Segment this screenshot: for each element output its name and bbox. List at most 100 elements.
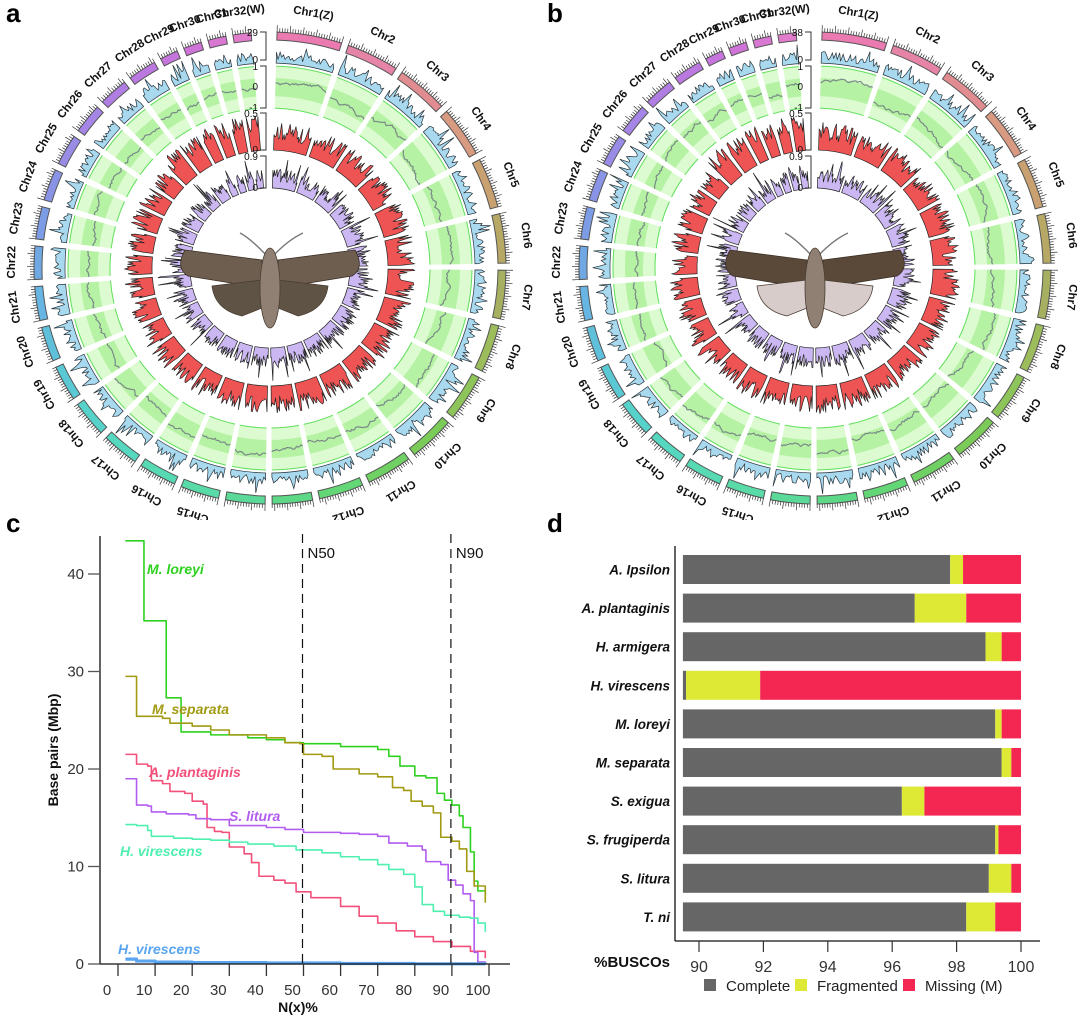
gc-skew-border [139, 158, 154, 176]
gc-skew-border [684, 360, 701, 381]
repeat-density-track [818, 122, 859, 157]
repeat-density-track [920, 296, 956, 331]
chromosome-band [602, 135, 627, 168]
chromosome-ticks [348, 38, 401, 69]
chromosome-ticks [103, 437, 136, 468]
bar-complete [682, 670, 687, 700]
chromosome-band [271, 491, 314, 505]
gc-skew-line [820, 78, 873, 88]
series-label-m-loreyi: M. loreyi [147, 561, 205, 577]
bar-missing [760, 670, 1021, 700]
gc-skew-band-inner [726, 93, 748, 116]
repeat-density-track [142, 317, 173, 348]
gc-skew-border [466, 269, 473, 312]
chromosome-ticks [72, 104, 98, 131]
gc-skew-border [816, 424, 845, 429]
repeat-density-track [245, 383, 268, 413]
chromosome-band [1037, 269, 1052, 320]
chromosome-ticks [1027, 325, 1051, 374]
gc-skew-line [641, 191, 649, 217]
chromosome-band [365, 451, 410, 483]
gene-density-track [312, 456, 355, 484]
gc-content-track [859, 184, 896, 214]
category-label: M. loreyi [615, 717, 670, 732]
gc-skew-band-inner [851, 426, 890, 454]
gc-skew-border [772, 110, 786, 115]
gene-density-track [64, 178, 85, 210]
gc-skew-band-inner [166, 411, 201, 442]
chromosome-label: Chr27 [627, 60, 659, 91]
chromosome-band [345, 44, 397, 76]
gc-skew-line [85, 250, 91, 278]
gc-skew-band-inner [86, 311, 112, 343]
gc-skew-border [110, 280, 115, 304]
chromosome-band [621, 399, 653, 434]
repeat-density-track [270, 383, 295, 413]
gc-content-track [331, 304, 357, 330]
gene-density-track [453, 317, 482, 363]
chromosome-ticks [97, 78, 125, 103]
bar-missing [1011, 863, 1021, 893]
repeat-density-track [374, 204, 410, 238]
x-tick-label: 70 [358, 982, 375, 999]
chromosome-ticks [368, 458, 414, 486]
gc-skew-border [816, 466, 852, 471]
chromosome-band [862, 477, 909, 500]
chromosome-band [396, 71, 443, 113]
chromosome-ticks [401, 66, 448, 107]
bar-missing [924, 786, 1021, 816]
y-tick-label: 10 [67, 859, 84, 876]
gene-density-track [189, 457, 226, 482]
gc-skew-border [934, 161, 956, 191]
gc-skew-border [848, 414, 879, 425]
chromosome-label: Chr8 [502, 342, 522, 371]
gc-skew-border [965, 133, 992, 171]
gc-content-scale-bracket [260, 155, 267, 189]
gc-skew-border [741, 74, 757, 81]
chromosome-ticks [723, 486, 764, 506]
gc-skew-band-inner [422, 180, 454, 224]
gc-skew-border [124, 335, 138, 357]
gc-skew-line [946, 150, 974, 181]
chromosome-band [1036, 213, 1052, 264]
chromosome-label: Chr32(W) [213, 3, 265, 21]
gc-skew-line [345, 416, 379, 433]
repeat-density-track [375, 296, 412, 331]
gc-skew-scale-min: -1 [794, 103, 803, 114]
gene-density-track [655, 98, 690, 125]
gc-content-track [286, 341, 311, 372]
chromosome-ticks [51, 133, 75, 164]
gc-skew-band-inner [702, 102, 731, 130]
gc-content-track [752, 172, 777, 205]
bar-missing [1001, 632, 1021, 662]
gc-skew-line [990, 269, 996, 308]
repeat-density-track [357, 176, 392, 212]
gc-skew-border [104, 384, 126, 410]
chromosome-label: Chr10 [431, 440, 463, 471]
chromosome-band [474, 323, 500, 372]
gc-skew-border [411, 194, 426, 227]
gc-skew-band-inner [679, 118, 709, 147]
gc-skew-band-inner [625, 281, 648, 311]
gc-skew-border [114, 308, 124, 332]
repeat-density-track [853, 136, 893, 169]
gc-skew-border [970, 231, 976, 265]
moth-antenna-left-icon [239, 232, 268, 257]
gc-content-track [157, 273, 193, 288]
gene-density-track [604, 319, 627, 351]
chromosome-label: Chr11 [383, 477, 417, 504]
gc-skew-line [638, 313, 647, 341]
chromosome-band [578, 245, 589, 281]
chromosome-band [685, 458, 724, 485]
chromosome-band [579, 285, 594, 322]
gc-skew-border [174, 128, 192, 140]
repeat-density-track [678, 297, 707, 323]
panel-letter-b: b [547, 0, 563, 28]
gc-skew-band-inner [115, 367, 147, 401]
x-tick-label: 30 [210, 982, 227, 999]
gc-skew-line [816, 449, 849, 455]
gc-content-track [746, 325, 770, 349]
gc-skew-line [145, 395, 167, 418]
gc-skew-border [614, 215, 621, 244]
